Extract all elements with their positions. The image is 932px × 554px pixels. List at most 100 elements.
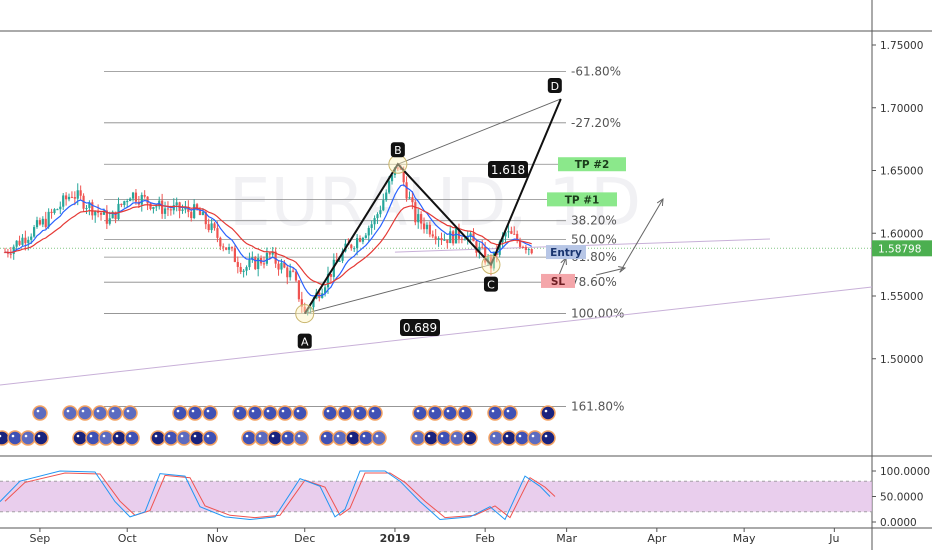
event-marker-icon[interactable] (98, 430, 114, 446)
take-profit-2-tag[interactable]: TP #2 (558, 157, 626, 172)
fib-level-label: -61.80% (571, 64, 621, 78)
candle-body (286, 267, 289, 278)
event-marker-icon[interactable] (488, 430, 504, 446)
candle-body (236, 261, 239, 267)
event-marker-icon[interactable] (254, 430, 270, 446)
event-marker-icon[interactable] (457, 405, 473, 421)
candle-body (265, 252, 268, 264)
event-marker-icon[interactable] (319, 430, 335, 446)
pattern-ratio-box[interactable]: 0.689 (400, 319, 440, 336)
event-marker-icon[interactable] (163, 430, 179, 446)
candle-body (233, 248, 236, 262)
event-marker-icon[interactable] (514, 430, 530, 446)
candle-body (117, 203, 120, 220)
event-marker-icon[interactable] (371, 430, 387, 446)
pattern-ratio-box[interactable]: 1.618 (488, 161, 528, 178)
event-marker-icon[interactable] (487, 405, 503, 421)
event-marker-icon[interactable] (352, 405, 368, 421)
event-marker-icon[interactable] (267, 430, 283, 446)
event-marker-icon[interactable] (280, 430, 296, 446)
event-marker-icon[interactable] (122, 405, 138, 421)
candle-body (216, 228, 219, 238)
event-marker-icon[interactable] (358, 430, 374, 446)
candle-body (469, 233, 472, 236)
event-marker-icon[interactable] (332, 430, 348, 446)
event-marker-icon[interactable] (262, 405, 278, 421)
pattern-point-label: C (487, 279, 495, 292)
event-marker-icon[interactable] (241, 430, 257, 446)
event-marker-icon[interactable] (111, 430, 127, 446)
event-marker-icon[interactable] (412, 405, 428, 421)
event-marker-icon[interactable] (202, 405, 218, 421)
event-marker-icon[interactable] (292, 405, 308, 421)
event-marker-icon[interactable] (293, 430, 309, 446)
candle-body (431, 234, 434, 237)
candle-body (358, 238, 362, 242)
event-marker-icon[interactable] (277, 405, 293, 421)
event-marker-icon[interactable] (62, 405, 78, 421)
event-marker-icon[interactable] (247, 405, 263, 421)
event-marker-icon[interactable] (232, 405, 248, 421)
candle-body (361, 237, 365, 242)
event-marker-icon[interactable] (172, 405, 188, 421)
candle-body (149, 203, 152, 209)
event-marker-icon[interactable] (20, 430, 36, 446)
event-marker-icon[interactable] (32, 405, 48, 421)
event-marker-icon[interactable] (337, 405, 353, 421)
candle-body (187, 206, 190, 212)
event-marker-icon[interactable] (33, 430, 49, 446)
event-marker-icon[interactable] (436, 430, 452, 446)
take-profit-1-tag-label: TP #1 (565, 194, 600, 206)
pattern-ratio-line-ac[interactable] (304, 264, 492, 315)
entry-tag[interactable]: Entry (546, 245, 586, 260)
event-marker-icon[interactable] (540, 405, 556, 421)
candle-body (129, 198, 132, 202)
event-marker-icon[interactable] (462, 430, 478, 446)
projection-arrow[interactable] (619, 198, 664, 273)
pattern-point-d[interactable]: D (547, 77, 562, 93)
pattern-point-b[interactable]: B (390, 142, 405, 158)
pattern-point-c[interactable]: C (483, 276, 498, 292)
event-marker-icon[interactable] (107, 405, 123, 421)
event-marker-icon[interactable] (410, 430, 426, 446)
price-tick-label: 1.75000 (880, 40, 923, 52)
event-marker-icon[interactable] (367, 405, 383, 421)
candle-body (350, 244, 353, 249)
event-marker-icon[interactable] (502, 405, 518, 421)
event-marker-icon[interactable] (7, 430, 23, 446)
event-marker-icon[interactable] (189, 430, 205, 446)
event-marker-icon[interactable] (187, 405, 203, 421)
take-profit-1-tag[interactable]: TP #1 (547, 192, 617, 207)
event-marker-icon[interactable] (540, 430, 556, 446)
event-marker-icon[interactable] (124, 430, 140, 446)
event-marker-icon[interactable] (85, 430, 101, 446)
stop-loss-tag[interactable]: SL (541, 273, 575, 288)
candle-body (152, 206, 155, 209)
candle-body (59, 206, 62, 210)
candle-body (373, 218, 376, 225)
harmonic-pattern-path[interactable] (303, 98, 562, 315)
candle-body (309, 307, 312, 310)
candle-body (35, 220, 39, 228)
event-marker-icon[interactable] (423, 430, 439, 446)
event-marker-icon[interactable] (202, 430, 218, 446)
event-marker-icon[interactable] (527, 430, 543, 446)
time-tick-label: Ju (828, 532, 839, 545)
candle-body (434, 236, 437, 240)
event-marker-icon[interactable] (345, 430, 361, 446)
event-marker-icon[interactable] (176, 430, 192, 446)
pattern-point-a[interactable]: A (297, 333, 312, 349)
candle-body (324, 287, 327, 294)
pattern-ratio-line-bd[interactable] (397, 98, 561, 165)
event-marker-icon[interactable] (92, 405, 108, 421)
projection-arrow[interactable] (595, 266, 627, 276)
event-marker-icon[interactable] (442, 405, 458, 421)
event-marker-icon[interactable] (322, 405, 338, 421)
event-marker-icon[interactable] (501, 430, 517, 446)
event-marker-icon[interactable] (77, 405, 93, 421)
event-marker-icon[interactable] (427, 405, 443, 421)
event-marker-icon[interactable] (150, 430, 166, 446)
event-marker-icon[interactable] (72, 430, 88, 446)
event-marker-icon[interactable] (449, 430, 465, 446)
